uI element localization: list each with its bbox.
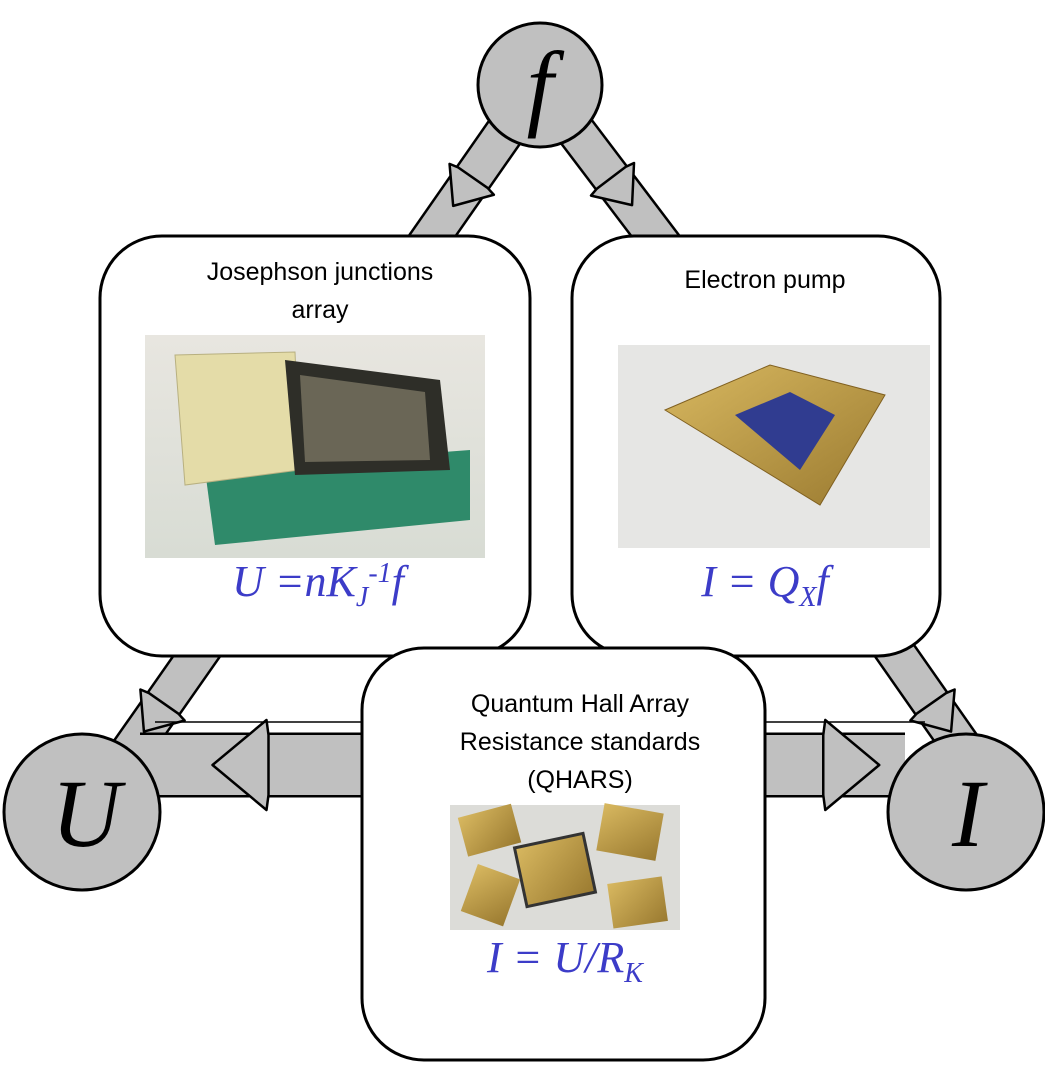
photo bbox=[145, 335, 485, 558]
box-title: Resistance standards bbox=[460, 728, 700, 756]
node-label: I bbox=[951, 760, 988, 867]
photo bbox=[450, 803, 680, 930]
diagram: f U I Josephson junctions array U =nKJ-1… bbox=[0, 0, 1045, 1065]
box-title: Electron pump bbox=[684, 266, 845, 294]
box-title: (QHARS) bbox=[527, 766, 633, 794]
box-title: array bbox=[292, 296, 349, 324]
photo bbox=[618, 345, 930, 548]
box-title: Josephson junctions bbox=[207, 258, 434, 286]
node-label: U bbox=[51, 760, 126, 867]
box-title: Quantum Hall Array bbox=[471, 690, 690, 718]
formula: I = U/RK bbox=[486, 933, 644, 989]
